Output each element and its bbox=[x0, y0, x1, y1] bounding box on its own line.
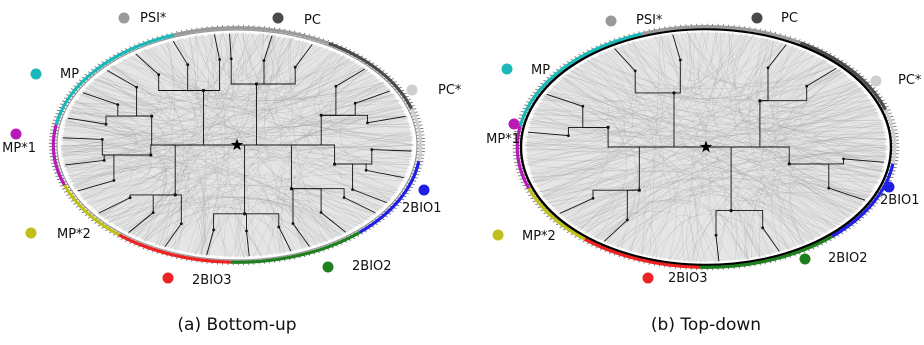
group-label-2bio3: 2BIO3 bbox=[668, 271, 708, 286]
group-label-2bio2: 2BIO2 bbox=[828, 251, 868, 266]
group-arc-mp-2 bbox=[527, 187, 586, 241]
group-arc-pc- bbox=[410, 108, 423, 162]
group-label-2bio1: 2BIO1 bbox=[880, 193, 920, 208]
group-label-mp-1: MP*1 bbox=[486, 132, 520, 147]
group-dot-pc bbox=[751, 12, 763, 24]
group-label-pc: PC bbox=[781, 11, 798, 26]
hierarchy-branches bbox=[527, 34, 884, 262]
group-dot-2bio3 bbox=[162, 272, 174, 284]
group-dot-mp bbox=[501, 63, 513, 75]
group-arc-pc- bbox=[884, 109, 897, 165]
group-arc-mp bbox=[54, 33, 175, 126]
group-arc-mp-1 bbox=[515, 125, 531, 189]
hierarchy-nodes bbox=[567, 58, 845, 237]
group-label-psi-: PSI* bbox=[636, 13, 663, 28]
hierarchy-branches bbox=[62, 33, 412, 257]
group-dot-pc- bbox=[870, 75, 882, 87]
panel-caption: (a) Bottom-up bbox=[177, 315, 296, 335]
edge-bundle bbox=[60, 32, 414, 258]
group-label-mp-1: MP*1 bbox=[2, 141, 36, 156]
group-dot-mp-2 bbox=[25, 227, 37, 239]
group-arc-2bio3 bbox=[118, 233, 231, 264]
group-dot-mp-1 bbox=[10, 128, 22, 140]
group-arc-2bio1 bbox=[359, 160, 421, 234]
group-dot-2bio3 bbox=[642, 272, 654, 284]
group-arc-mp bbox=[518, 32, 642, 127]
group-arc-pc bbox=[328, 41, 414, 110]
group-arc-mp-1 bbox=[51, 124, 66, 186]
group-dot-mp-2 bbox=[492, 229, 504, 241]
group-label-pc-: PC* bbox=[898, 73, 922, 88]
group-label-2bio2: 2BIO2 bbox=[352, 259, 392, 274]
group-label-mp-2: MP*2 bbox=[57, 227, 91, 242]
group-label-2bio3: 2BIO3 bbox=[192, 273, 232, 288]
group-dot-2bio1 bbox=[883, 181, 895, 193]
group-arc-psi- bbox=[641, 25, 801, 45]
panel-top-down: PSI* PC PC* 2BIO1 2BIO2 2BIO3 MP*2 MP*1 MP (b) To… bbox=[486, 11, 922, 335]
rim-ellipse bbox=[519, 27, 893, 267]
group-dot-mp-1 bbox=[508, 118, 520, 130]
rim-ellipse bbox=[56, 29, 418, 261]
group-label-psi-: PSI* bbox=[140, 11, 167, 26]
group-dot-pc- bbox=[406, 84, 418, 96]
group-label-mp: MP bbox=[531, 63, 550, 78]
panel-caption: (b) Top-down bbox=[651, 315, 761, 335]
group-dot-pc bbox=[272, 12, 284, 24]
group-arc-2bio2 bbox=[230, 230, 361, 264]
panel-bottom-up: PSI* PC PC* 2BIO1 2BIO2 2BIO3 MP*2 MP*1 MP (a) Bo… bbox=[2, 11, 462, 335]
group-dot-2bio2 bbox=[322, 261, 334, 273]
group-dot-mp bbox=[30, 68, 42, 80]
group-arc-psi- bbox=[173, 26, 330, 45]
star-icon bbox=[699, 140, 713, 153]
group-dot-psi- bbox=[605, 15, 617, 27]
hierarchy-nodes bbox=[100, 57, 374, 233]
group-label-pc: PC bbox=[304, 13, 321, 28]
edge-bundle bbox=[524, 31, 888, 263]
group-dot-2bio2 bbox=[799, 253, 811, 265]
group-arc-2bio2 bbox=[699, 235, 834, 269]
group-arc-2bio1 bbox=[831, 163, 895, 238]
group-dot-2bio1 bbox=[418, 184, 430, 196]
star-icon bbox=[230, 138, 244, 151]
group-label-pc-: PC* bbox=[438, 83, 462, 98]
group-arc-2bio3 bbox=[583, 237, 700, 269]
group-label-mp: MP bbox=[60, 67, 79, 82]
group-arc-mp-2 bbox=[63, 184, 120, 237]
group-dot-psi- bbox=[118, 12, 130, 24]
group-label-2bio1: 2BIO1 bbox=[402, 201, 442, 216]
group-label-mp-2: MP*2 bbox=[522, 229, 556, 244]
group-arc-pc bbox=[799, 41, 887, 111]
